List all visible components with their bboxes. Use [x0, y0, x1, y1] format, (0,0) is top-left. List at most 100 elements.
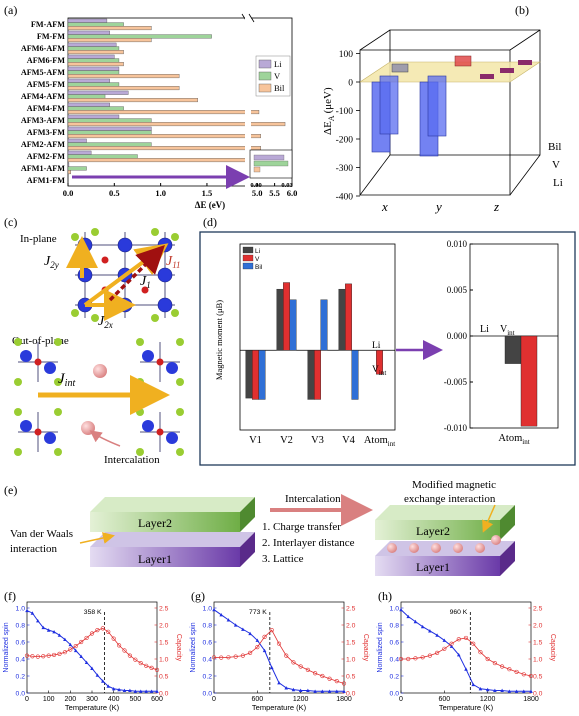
panel-label-d: (d): [203, 215, 217, 229]
spin-point: [334, 689, 339, 693]
yl-tick-label: 1.0: [203, 606, 213, 613]
yr-tick-label: 1.0: [346, 657, 356, 664]
capacity-point: [514, 669, 519, 675]
yr-tick-label: 2.5: [346, 606, 356, 613]
capacity-point: [528, 673, 534, 679]
capacity-point: [492, 660, 497, 666]
b-tick-label: -200: [336, 136, 354, 146]
spin-point: [521, 689, 526, 693]
a-legend-text: Li: [274, 59, 282, 69]
capacity-point: [84, 635, 89, 641]
d-inset-tick-label: -0.005: [444, 377, 468, 387]
panel-label-f: (f): [4, 589, 16, 603]
capacity-point: [138, 660, 143, 666]
b-xcat-y: y: [434, 199, 442, 214]
a-bar-li: [67, 30, 110, 35]
spin-point: [36, 618, 40, 623]
d-bar-li: [276, 288, 284, 351]
d-bar-li: [245, 350, 253, 399]
capacity-point: [456, 637, 461, 642]
yl-tick-label: 0.2: [16, 674, 26, 681]
ligand-atom: [101, 256, 109, 264]
d-bar-v: [345, 283, 352, 351]
a-bar-v: [67, 106, 124, 111]
spin-point: [428, 629, 432, 633]
a-bar-bil: [67, 110, 260, 115]
panel-d-frame: [199, 231, 576, 466]
yr-tick-label: 2.0: [346, 623, 356, 630]
x-tick-label: 300: [86, 696, 98, 703]
a-cat-label: AFM3-AFM: [21, 116, 65, 125]
panel-label-a: (a): [4, 3, 17, 17]
a-bar-v: [67, 118, 152, 123]
spin-point: [291, 687, 296, 692]
a-bar-bil: [67, 74, 180, 79]
yl-tick-label: 0.4: [390, 657, 400, 664]
spin-point: [435, 633, 439, 637]
capacity-point: [341, 681, 347, 686]
capacity-point: [500, 664, 505, 669]
halogen-atom: [71, 233, 79, 241]
bar-b-z-li: [480, 74, 494, 79]
yl-tick-label: 0.0: [16, 691, 26, 698]
temp-axes: [400, 601, 532, 694]
a-legend-swatch: [258, 59, 272, 69]
yr-tick-label: 1.5: [533, 640, 543, 647]
halogen-atom: [14, 378, 22, 386]
yl-tick-label: 0.6: [16, 640, 26, 647]
temp-axes: [213, 601, 345, 694]
halogen-atom: [176, 448, 184, 456]
yl-label: Normalized spin: [190, 622, 197, 672]
capacity-point: [240, 653, 245, 658]
spin-point: [471, 682, 476, 687]
yl-tick-label: 0.0: [390, 691, 400, 698]
spin-point: [68, 642, 73, 647]
spin-point: [262, 648, 267, 653]
x-tick-label: 1800: [523, 696, 539, 703]
d-bar-bil: [258, 350, 266, 400]
v-atom: [20, 420, 32, 432]
capacity-line: [213, 629, 345, 684]
a-bar-v: [67, 82, 120, 87]
spin-point: [219, 613, 224, 617]
capacity-point: [269, 627, 274, 633]
halogen-atom: [14, 408, 22, 416]
spin-point: [284, 686, 289, 690]
spin-point: [485, 687, 490, 692]
a-bar-li: [67, 90, 129, 95]
yl-tick-label: 0.8: [203, 623, 213, 630]
capacity-point: [334, 678, 339, 684]
yl-tick-label: 1.0: [390, 606, 400, 613]
yl-tick-label: 0.6: [203, 640, 213, 647]
spin-point: [320, 689, 325, 693]
spin-point: [327, 689, 332, 693]
ligand-atom: [156, 428, 164, 436]
a-inset-tick: 0.03: [281, 182, 293, 189]
yr-label: Capacity: [175, 634, 182, 662]
capacity-point: [30, 654, 35, 659]
intercalation-schematic: Layer2 Layer1 Van der Waals interaction …: [10, 479, 515, 576]
capacity-point: [327, 676, 332, 681]
spin-point: [500, 688, 504, 693]
a-tick-label: 1.5: [202, 188, 213, 198]
d-li-label: Li: [372, 341, 381, 351]
d-bar-li: [307, 350, 315, 400]
layer1-left-label: Layer1: [138, 552, 172, 566]
capacity-point: [62, 650, 68, 655]
spin-point: [269, 665, 274, 670]
a-bar-li: [67, 66, 120, 71]
halogen-atom: [176, 378, 184, 386]
a-bar-v: [67, 166, 87, 171]
spin-point: [144, 689, 148, 693]
panel-label-b: (b): [515, 3, 529, 17]
a-legend-text: Bil: [274, 83, 285, 93]
halogen-atom: [136, 378, 144, 386]
capacity-point: [106, 629, 111, 634]
v-atom: [166, 432, 178, 444]
capacity-point: [35, 654, 40, 659]
capacity-point: [471, 641, 476, 646]
b-depth-v: V: [552, 159, 560, 171]
capacity-point: [68, 647, 73, 652]
